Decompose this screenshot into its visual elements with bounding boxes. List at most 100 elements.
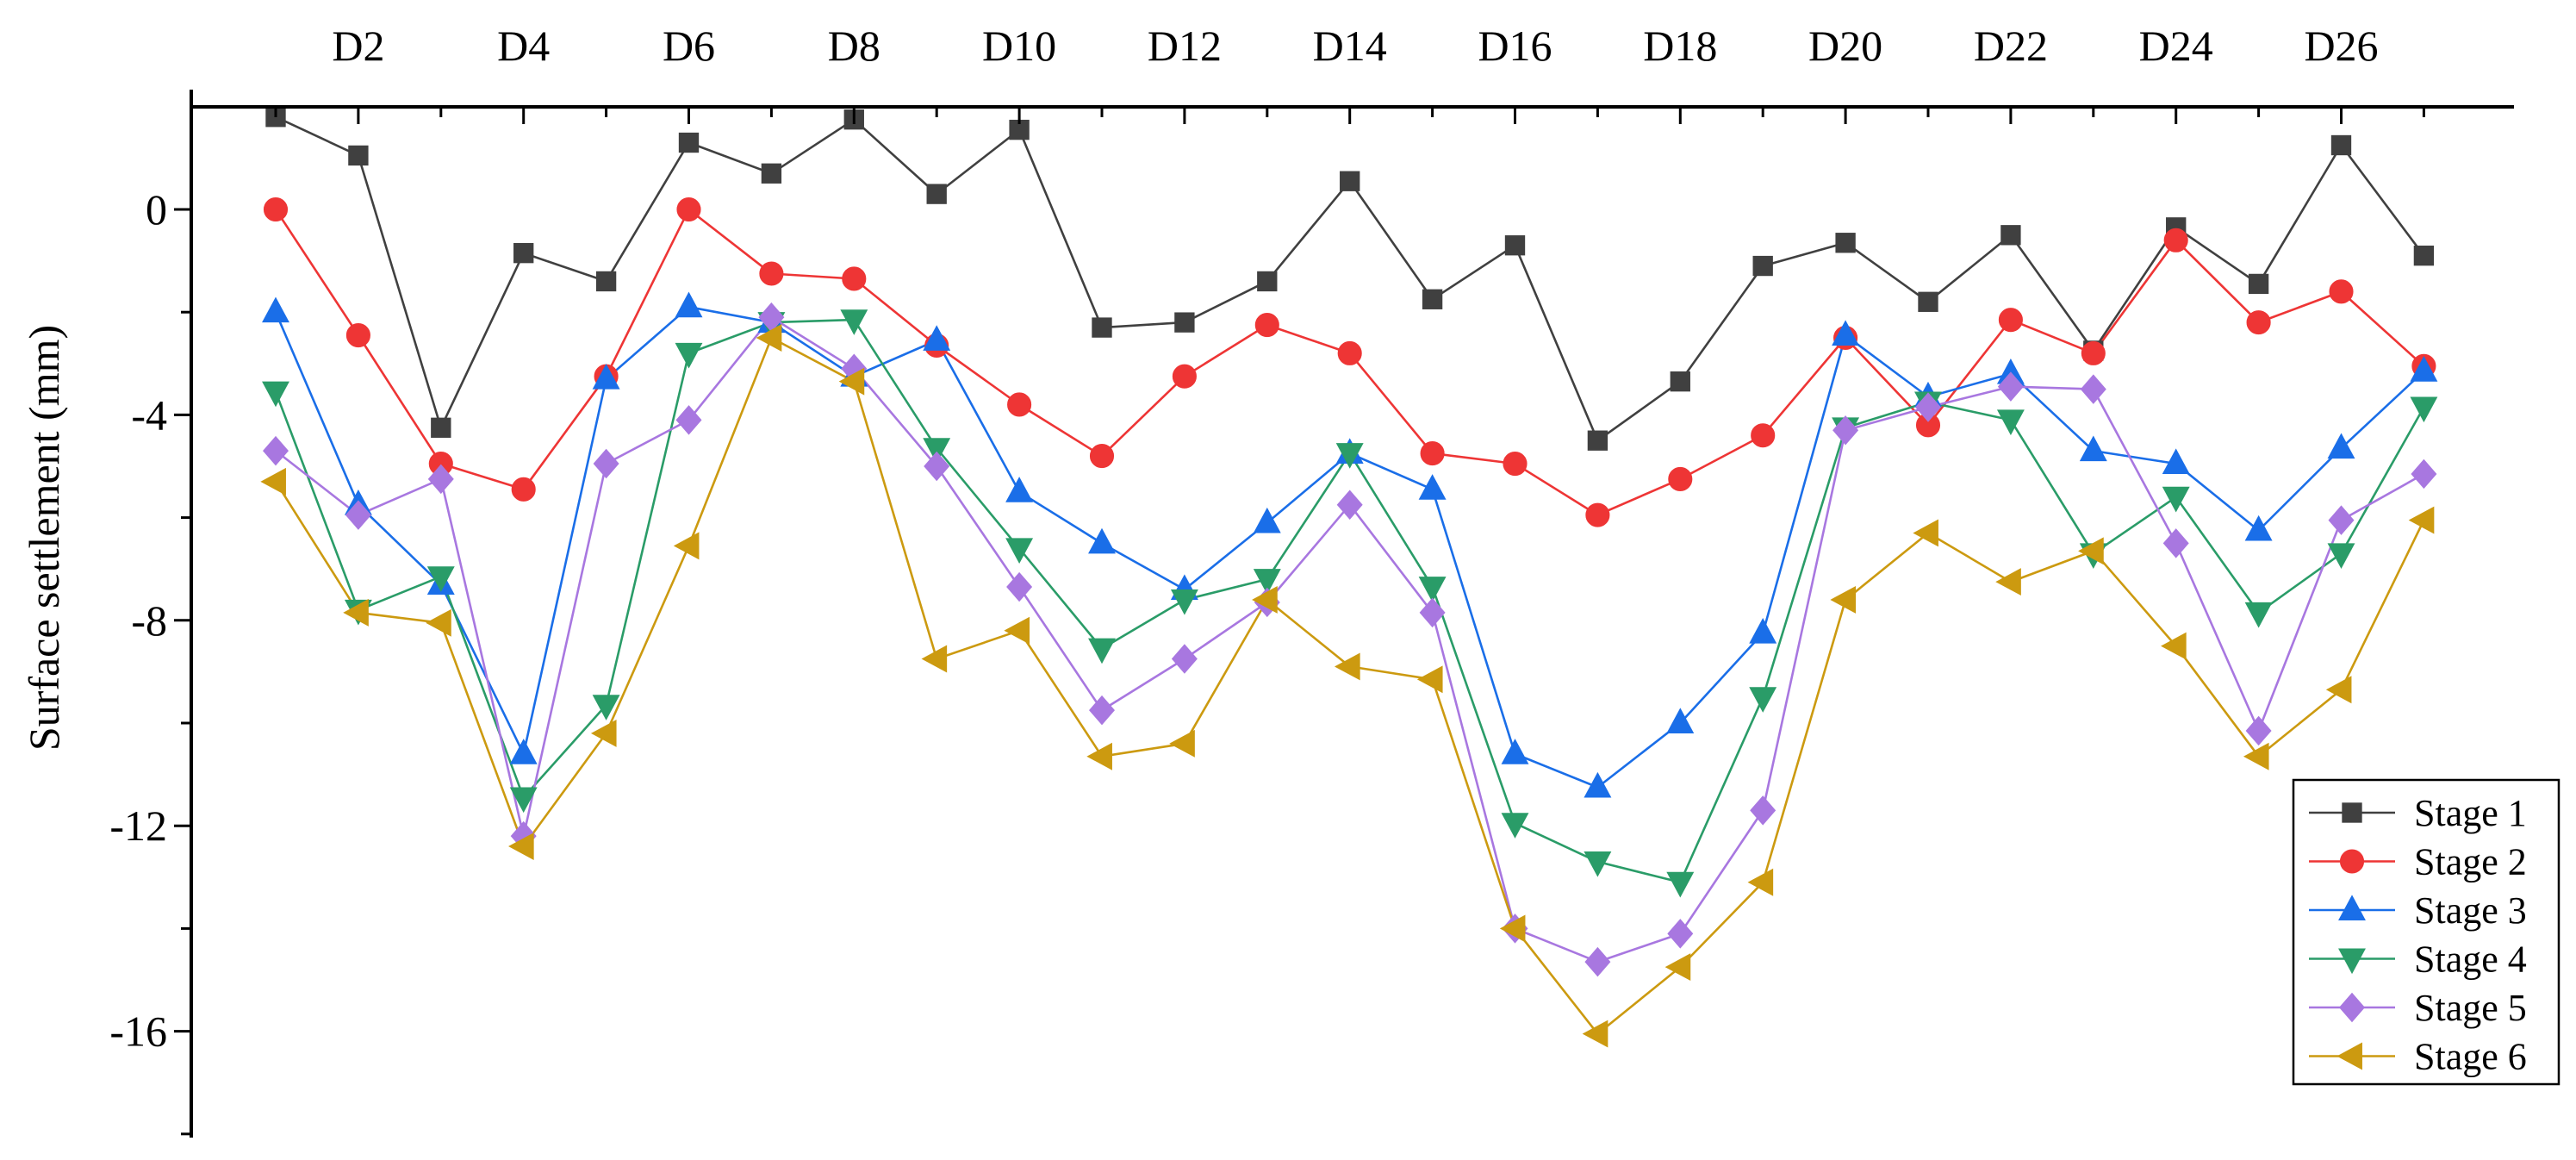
data-point — [1086, 742, 1112, 770]
data-point — [590, 719, 617, 747]
data-point — [1418, 474, 1447, 500]
data-point — [595, 271, 617, 292]
data-point — [262, 381, 289, 408]
data-point — [2245, 715, 2272, 746]
data-point — [1997, 371, 2024, 402]
data-point — [2327, 543, 2355, 570]
data-point — [2410, 356, 2438, 382]
data-point — [1171, 644, 1198, 674]
y-tick-label: -4 — [131, 390, 167, 439]
data-point — [2244, 602, 2273, 628]
legend-swatch-marker — [2338, 948, 2366, 975]
data-point — [1503, 451, 1528, 477]
data-point — [2248, 273, 2269, 295]
data-point — [1088, 638, 1116, 664]
data-point — [1089, 444, 1115, 469]
data-point — [263, 435, 289, 466]
data-point — [2081, 340, 2106, 365]
data-point — [2246, 310, 2271, 335]
data-point — [431, 417, 451, 438]
data-point — [2328, 505, 2355, 535]
data-point — [1668, 466, 1693, 491]
legend-label: Stage 6 — [2414, 1036, 2527, 1078]
data-point — [1005, 477, 1034, 502]
data-point — [426, 566, 455, 592]
data-point — [2325, 676, 2352, 704]
data-point — [2243, 742, 2269, 770]
data-point — [1747, 868, 1774, 896]
data-point — [1416, 665, 1443, 694]
legend-label: Stage 2 — [2414, 841, 2527, 883]
x-tick-label: D12 — [1148, 22, 1222, 70]
data-point — [513, 242, 534, 264]
data-point — [1253, 507, 1281, 533]
legend: Stage 1 Stage 2 Stage 3 Stage 4 Stage 5 Stage… — [2292, 778, 2560, 1086]
plot-markers — [260, 107, 2438, 1048]
data-point — [1830, 586, 1857, 614]
data-point — [1340, 171, 1360, 191]
data-point — [2162, 528, 2189, 558]
data-point — [1913, 519, 1938, 547]
x-tick-label: D6 — [663, 22, 715, 70]
data-point — [1918, 291, 1938, 312]
data-point — [756, 324, 782, 352]
data-point — [1254, 313, 1279, 338]
y-tick-label: -16 — [109, 1007, 167, 1056]
data-point — [1089, 695, 1115, 726]
data-point — [1998, 308, 2023, 333]
data-point — [1584, 851, 1612, 877]
data-point — [2080, 374, 2106, 404]
data-point — [1005, 538, 1034, 564]
data-point — [511, 477, 536, 502]
data-point — [1995, 568, 2021, 596]
data-point — [1422, 289, 1443, 309]
data-point — [260, 467, 286, 496]
data-point — [678, 132, 700, 153]
data-point — [673, 532, 700, 560]
data-point — [761, 163, 782, 184]
legend-item: Stage 1 — [2309, 792, 2527, 834]
legend-swatch-marker — [2339, 992, 2365, 1023]
data-point — [1832, 320, 1860, 346]
x-tick-label: D14 — [1313, 22, 1387, 70]
data-point — [1004, 616, 1030, 645]
data-point — [1006, 571, 1033, 602]
data-point — [1499, 914, 1526, 943]
data-point — [2411, 458, 2437, 490]
data-point — [1832, 415, 1859, 446]
data-point — [508, 833, 534, 860]
x-tick-label: D18 — [1643, 22, 1717, 70]
data-point — [509, 739, 538, 764]
data-point — [1088, 527, 1116, 554]
data-point — [1752, 255, 1773, 277]
data-point — [842, 266, 867, 291]
data-point — [2330, 134, 2352, 156]
series-markers-6 — [260, 324, 2435, 1048]
data-point — [924, 451, 950, 482]
data-point — [1335, 652, 1360, 681]
data-point — [2329, 279, 2354, 304]
legend-item: Stage 5 — [2309, 987, 2527, 1029]
x-tick-label: D26 — [2304, 22, 2378, 70]
legend-label: Stage 1 — [2414, 792, 2527, 834]
data-point — [840, 309, 868, 335]
legend-item: Stage 3 — [2309, 889, 2527, 932]
data-point — [1996, 409, 2025, 436]
series-markers-2 — [263, 196, 2436, 527]
data-point — [348, 145, 369, 166]
legend-swatch-marker — [2339, 849, 2365, 874]
data-point — [759, 261, 784, 286]
data-point — [2161, 632, 2187, 660]
data-point — [926, 184, 947, 204]
data-point — [262, 296, 289, 323]
x-tick-label: D10 — [982, 22, 1056, 70]
x-tick-label: D4 — [497, 22, 550, 70]
data-point — [921, 645, 948, 673]
legend-label: Stage 3 — [2414, 889, 2527, 932]
x-tick-label: D16 — [1478, 22, 1552, 70]
data-point — [1666, 708, 1695, 733]
data-point — [2000, 225, 2021, 246]
data-point — [1664, 953, 1691, 982]
legend-item: Stage 4 — [2309, 939, 2527, 981]
data-point — [676, 196, 701, 222]
